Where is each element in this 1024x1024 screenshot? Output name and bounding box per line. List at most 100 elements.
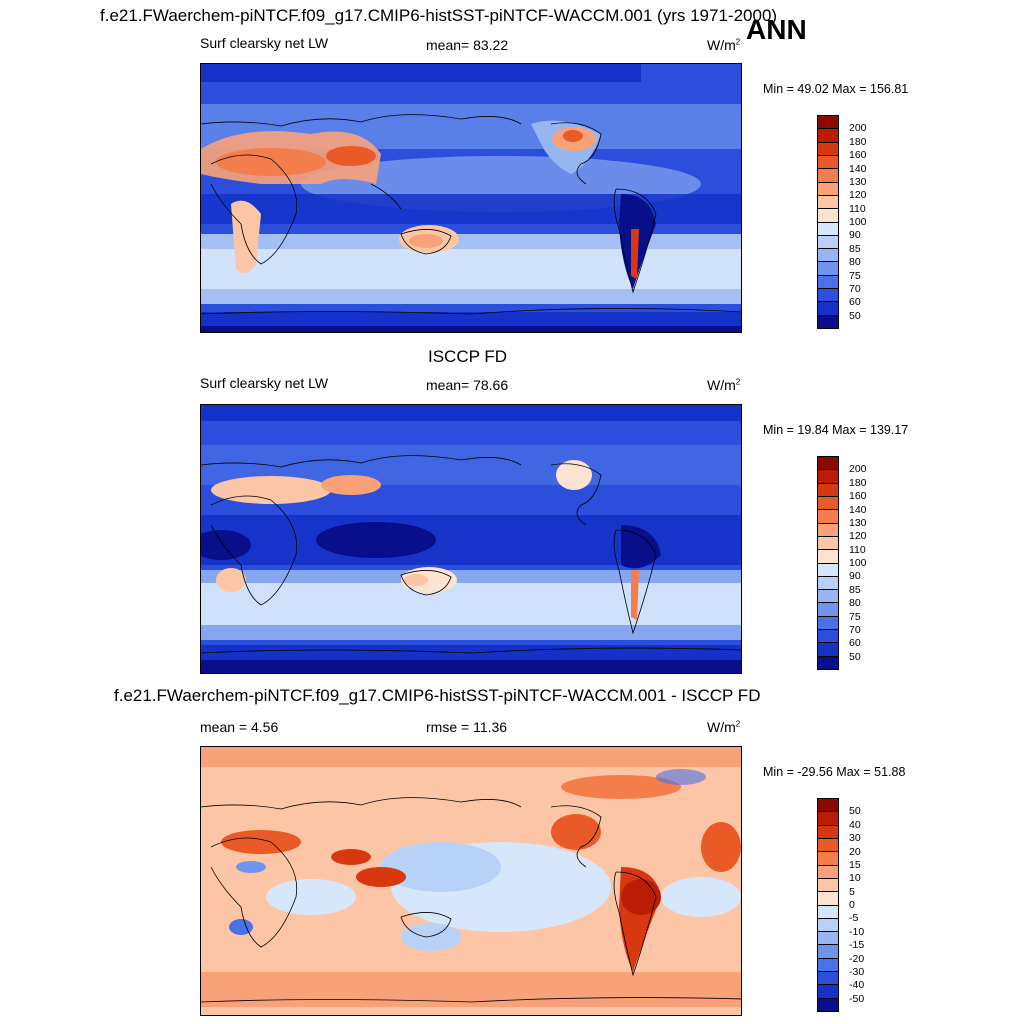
panel2-mean: mean= 78.66 [426, 377, 509, 393]
panel3-mean: mean = 4.56 [200, 719, 279, 735]
panel3-units: W/m2 [707, 719, 741, 735]
colorbar-swatch [818, 275, 838, 290]
colorbar-swatch [818, 630, 838, 644]
tick-label: 70 [849, 282, 861, 295]
tick-label: 85 [849, 242, 861, 255]
tick-label: -30 [849, 965, 865, 978]
colorbar-swatch [818, 129, 838, 143]
colorbar-swatch [818, 550, 838, 564]
tick-label: 130 [849, 516, 867, 529]
colorbar-swatch [818, 590, 838, 604]
tick-label: 90 [849, 570, 861, 583]
colorbar-swatch [818, 656, 838, 669]
panel1-units: W/m2 [707, 37, 741, 53]
tick-label: -15 [849, 939, 865, 952]
panel2-map [200, 404, 742, 674]
colorbar-swatch [818, 865, 838, 879]
tick-label: 100 [849, 216, 867, 228]
colorbar-swatch [818, 918, 838, 933]
panel2-variable: Surf clearsky net LW [200, 375, 329, 391]
tick-label: 20 [849, 845, 861, 858]
colorbar-swatch [818, 510, 838, 524]
colorbar-swatch [818, 972, 838, 986]
colorbar-swatch [818, 523, 838, 537]
colorbar-swatch [818, 302, 838, 316]
panel3-map [200, 746, 742, 1016]
panel1-mean: mean= 83.22 [426, 37, 509, 53]
tick-label: 50 [849, 805, 861, 818]
colorbar-swatch [818, 315, 838, 328]
tick-label: 120 [849, 530, 867, 543]
panel3-title: f.e21.FWaerchem-piNTCF.f09_g17.CMIP6-his… [114, 686, 761, 705]
colorbar-swatch [818, 852, 838, 866]
panel3-colorbar [817, 798, 839, 1012]
colorbar-swatch [818, 195, 838, 210]
colorbar-swatch [818, 142, 838, 156]
tick-label: 120 [849, 189, 867, 202]
tick-label: 75 [849, 610, 861, 623]
colorbar-swatch [818, 116, 838, 130]
tick-label: 60 [849, 637, 861, 650]
colorbar-swatch [818, 892, 838, 906]
colorbar-swatch [818, 262, 838, 276]
tick-label: 50 [849, 309, 861, 322]
tick-label: 15 [849, 858, 861, 871]
tick-label: 85 [849, 583, 861, 596]
panel1-variable: Surf clearsky net LW [200, 35, 329, 51]
panel2-title: ISCCP FD [428, 347, 508, 366]
tick-label: 160 [849, 490, 867, 503]
panel2-units: W/m2 [707, 377, 741, 393]
tick-label: 110 [849, 202, 866, 215]
colorbar-swatch [818, 998, 838, 1011]
colorbar-swatch [818, 235, 838, 250]
tick-label: -5 [849, 912, 859, 925]
panel3-minmax: Min = -29.56 Max = 51.88 [763, 765, 906, 779]
tick-label: 180 [849, 135, 867, 148]
panel3-map-svg [201, 747, 741, 1015]
colorbar-swatch [818, 536, 838, 551]
panel1-colorbar [817, 115, 839, 329]
colorbar-swatch [818, 209, 838, 223]
colorbar-swatch [818, 825, 838, 839]
colorbar-swatch [818, 576, 838, 591]
colorbar-swatch [818, 563, 838, 577]
tick-label: 60 [849, 296, 861, 309]
colorbar-swatch [818, 958, 838, 973]
tick-label: 200 [849, 122, 867, 135]
tick-label: -50 [849, 992, 865, 1005]
panel3-rmse: rmse = 11.36 [426, 719, 508, 735]
colorbar-swatch [818, 470, 838, 484]
tick-label: 140 [849, 503, 867, 516]
tick-label: 80 [849, 256, 861, 269]
tick-label: 75 [849, 269, 861, 282]
colorbar-swatch [818, 932, 838, 946]
figure-title: f.e21.FWaerchem-piNTCF.f09_g17.CMIP6-his… [100, 6, 778, 25]
tick-label: 90 [849, 229, 861, 242]
colorbar-swatch [818, 905, 838, 919]
season-label: ANN [746, 14, 807, 45]
tick-label: 180 [849, 476, 867, 489]
colorbar-swatch [818, 169, 838, 183]
tick-label: 110 [849, 543, 866, 556]
tick-label: -10 [849, 925, 865, 938]
colorbar-swatch [818, 878, 838, 893]
colorbar-swatch [818, 222, 838, 236]
colorbar-swatch [818, 985, 838, 999]
tick-label: 0 [849, 899, 855, 911]
tick-label: 140 [849, 162, 867, 175]
panel2-map-svg [201, 405, 741, 673]
panel1-map [200, 63, 742, 333]
colorbar-swatch [818, 603, 838, 617]
colorbar-swatch [818, 457, 838, 471]
tick-label: -40 [849, 979, 865, 992]
tick-label: 80 [849, 597, 861, 610]
colorbar-swatch [818, 483, 838, 497]
panel2-colorbar [817, 456, 839, 670]
tick-label: -20 [849, 952, 865, 965]
colorbar-swatch [818, 643, 838, 657]
colorbar-swatch [818, 249, 838, 263]
tick-label: 30 [849, 832, 861, 845]
tick-label: 100 [849, 557, 867, 569]
colorbar-swatch [818, 945, 838, 959]
tick-label: 160 [849, 149, 867, 162]
